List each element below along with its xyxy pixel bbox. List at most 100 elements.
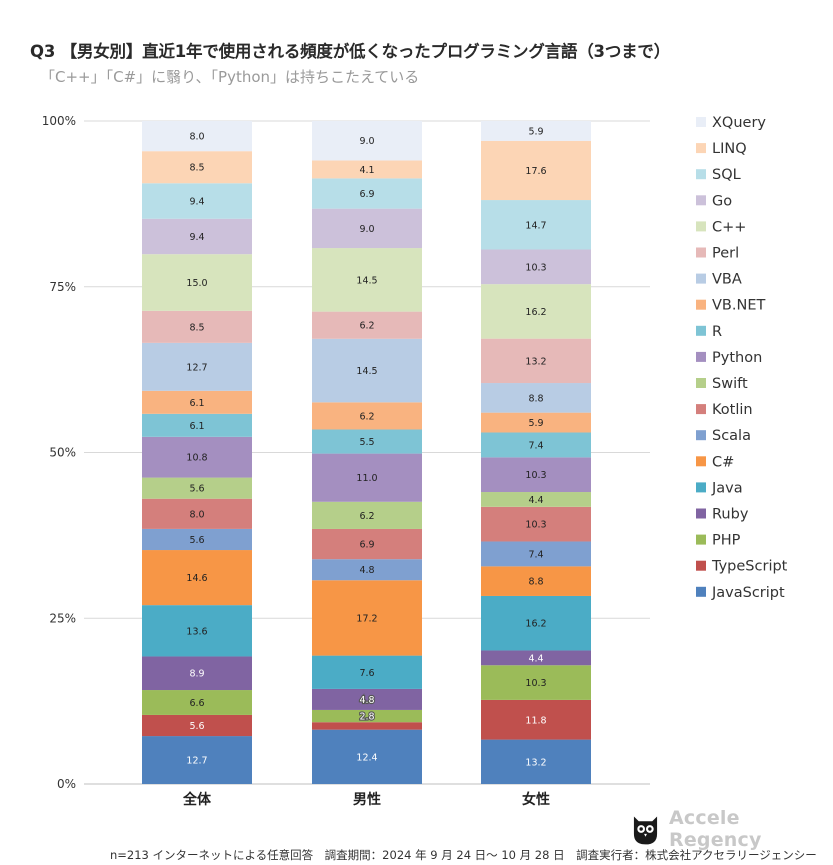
legend-swatch [696, 378, 706, 388]
bar-segment [312, 311, 422, 339]
bar-segment [312, 501, 422, 529]
legend-item: VB.NET [712, 298, 765, 314]
data-label: 8.0 [189, 509, 204, 520]
bar-segment [481, 699, 591, 740]
data-label: 8.9 [189, 669, 204, 680]
data-label: 12.7 [186, 362, 207, 373]
bar-segment [481, 492, 591, 507]
data-label: 5.6 [189, 484, 204, 495]
bar-segment [312, 655, 422, 689]
bar-segment [312, 729, 422, 784]
data-label: 4.8 [359, 695, 374, 706]
legend-swatch [696, 143, 706, 154]
legend-swatch [696, 404, 706, 415]
bar-segment [481, 506, 591, 542]
data-label: 14.7 [525, 220, 546, 231]
data-label: 6.1 [189, 421, 204, 432]
data-label: 6.9 [359, 189, 374, 200]
data-label: 14.5 [356, 366, 377, 377]
y-tick-label: 0% [57, 777, 76, 791]
data-label: 5.9 [528, 418, 543, 429]
y-tick-label: 100% [42, 114, 76, 128]
bar-segment [481, 432, 591, 458]
data-label: 6.9 [359, 540, 374, 551]
data-label: 9.0 [359, 224, 374, 235]
bar-segment [481, 595, 591, 651]
data-label: 9.4 [189, 196, 204, 207]
data-label: 10.3 [525, 678, 546, 689]
bar-segment [312, 528, 422, 560]
legend: XQuery LINQ SQL Go C++ Perl VBA VB.NET R Python Sw… [696, 115, 788, 601]
data-label: 8.8 [528, 393, 543, 404]
data-label: 12.7 [186, 756, 207, 767]
legend-item: SQL [712, 167, 741, 183]
data-label: 11.0 [356, 473, 377, 484]
data-label: 17.2 [356, 613, 377, 624]
legend-item: Java [711, 480, 743, 496]
data-label: 10.3 [525, 520, 546, 531]
bar-segment [312, 121, 422, 161]
data-label: 5.6 [189, 721, 204, 732]
data-label: 5.6 [189, 535, 204, 546]
legend-item: Go [712, 193, 732, 209]
legend-item: PHP [712, 533, 741, 549]
legend-item: C++ [712, 219, 746, 235]
bar-segment [142, 310, 252, 343]
bar-segment [142, 151, 252, 184]
bar-segment [481, 650, 591, 666]
data-label: 9.0 [359, 136, 374, 147]
legend-item: Scala [712, 428, 751, 444]
bar-segment [312, 178, 422, 209]
data-label: 14.6 [186, 573, 207, 584]
bar-segment [142, 736, 252, 784]
bar-segment [142, 714, 252, 737]
data-label: 6.1 [189, 398, 204, 409]
bar-segment [142, 218, 252, 255]
legend-swatch [696, 560, 706, 571]
bar-segment [142, 390, 252, 414]
bar-segment [312, 248, 422, 312]
data-label: 8.8 [528, 577, 543, 588]
legend-swatch [696, 534, 706, 545]
data-label: 12.4 [356, 752, 377, 763]
chart-subtitle: 「C++」「C#」に翳り、「Python」は持ちこたえている [40, 68, 420, 86]
legend-swatch [696, 456, 706, 467]
bar-segment [312, 722, 422, 730]
data-label: 8.5 [189, 163, 204, 174]
legend-swatch [696, 247, 706, 258]
x-category-label: 全体 [182, 791, 212, 808]
data-label: 4.1 [359, 165, 374, 176]
data-label: 13.2 [525, 757, 546, 768]
legend-swatch [696, 221, 706, 232]
data-label: 4.8 [359, 565, 374, 576]
data-label: 9.4 [189, 232, 204, 243]
data-label: 17.6 [525, 166, 546, 177]
x-category-label: 男性 [353, 791, 381, 808]
legend-swatch [696, 325, 706, 336]
chart-title: Q3 【男女別】直近1年で使用される頻度が低くなったプログラミング言語（3つまで… [30, 42, 671, 61]
legend-swatch [696, 117, 706, 127]
bar-segment [481, 412, 591, 433]
data-label: 6.6 [189, 698, 204, 709]
legend-item: LINQ [712, 141, 747, 157]
bar-segment [142, 656, 252, 691]
data-label: 5.5 [359, 437, 374, 448]
legend-swatch [696, 482, 706, 493]
bar-segment [312, 338, 422, 403]
legend-item: XQuery [712, 115, 766, 131]
data-label: 6.2 [359, 411, 374, 422]
bar-segment [142, 436, 252, 478]
bar-segment [481, 284, 591, 339]
stacked-bar-chart: 0% 25% 50% 75% 100% 12.7 5.6 6.6 8.9 13.6 14.6 5.6 8… [42, 114, 788, 808]
data-label: 8.0 [189, 132, 204, 143]
data-label: 10.3 [525, 470, 546, 481]
data-label: 8.5 [189, 322, 204, 333]
legend-item: Perl [712, 246, 739, 262]
data-label: 16.2 [525, 619, 546, 630]
data-label: 6.2 [359, 511, 374, 522]
bar-segment [481, 739, 591, 784]
bar-segment [142, 528, 252, 551]
bar-segment [142, 413, 252, 437]
data-label: 4.4 [528, 653, 543, 664]
bar-segment [312, 160, 422, 179]
